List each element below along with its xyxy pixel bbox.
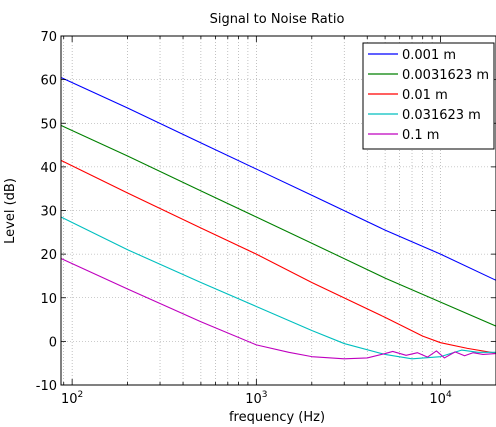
- y-tick-label: 70: [40, 30, 57, 45]
- series-line-5: [60, 257, 496, 360]
- legend-label: 0.0031623 m: [402, 68, 489, 83]
- series-lines: [60, 76, 496, 360]
- legend: 0.001 m 0.0031623 m 0.01 m 0.031623 m 0.1 m: [362, 42, 495, 150]
- x-tick-label: 104: [429, 390, 452, 407]
- axis-ticks: [61, 35, 496, 386]
- legend-label: 0.031623 m: [402, 108, 481, 123]
- x-tick-label: 102: [61, 390, 83, 407]
- chart-title: Signal to Noise Ratio: [210, 12, 345, 27]
- legend-label: 0.001 m: [402, 48, 456, 63]
- x-axis-label: frequency (Hz): [229, 410, 325, 425]
- y-tick-label: -10: [36, 379, 57, 394]
- x-tick-label-exponent: 3: [262, 390, 268, 400]
- y-tick-label: 60: [40, 74, 57, 89]
- y-axis-label: Level (dB): [3, 178, 18, 244]
- x-tick-label-base: 10: [429, 392, 446, 407]
- x-tick-label-exponent: 2: [78, 390, 84, 400]
- y-tick-labels: -10 0 10 20 30 40 50 60 70: [36, 30, 57, 394]
- x-tick-labels: 102 103 104: [61, 390, 452, 407]
- x-tick-label: 103: [245, 390, 267, 407]
- y-tick-label: 20: [40, 248, 57, 263]
- y-tick-label: 10: [40, 292, 57, 307]
- legend-label: 0.1 m: [402, 128, 439, 143]
- series-line-2: [60, 124, 496, 327]
- x-tick-label-base: 10: [245, 392, 262, 407]
- legend-label: 0.01 m: [402, 88, 448, 103]
- series-line-4: [60, 216, 496, 360]
- x-tick-label-exponent: 4: [446, 390, 452, 400]
- series-line-3: [60, 159, 496, 354]
- x-tick-label-base: 10: [61, 392, 78, 407]
- y-tick-label: 30: [40, 205, 57, 220]
- legend-box: [362, 42, 495, 150]
- y-tick-label: 40: [40, 161, 57, 176]
- y-tick-label: 0: [49, 335, 57, 350]
- series-line-1: [60, 76, 496, 281]
- y-tick-label: 50: [40, 117, 57, 132]
